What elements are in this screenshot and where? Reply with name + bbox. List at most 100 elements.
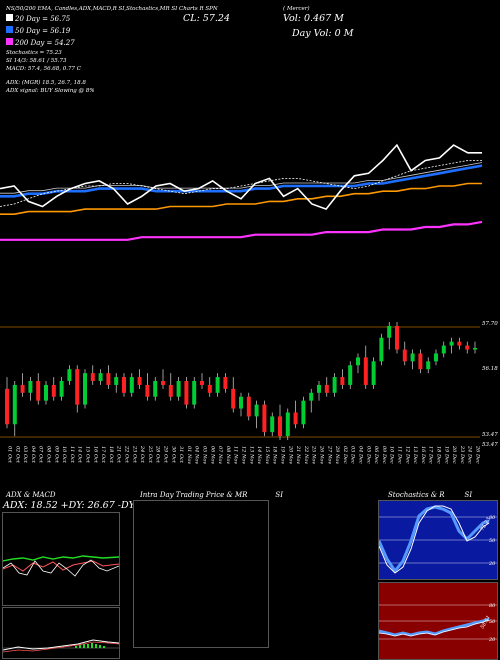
- dma200-swatch: [6, 38, 13, 45]
- x-tick-label: 08 Oct: [46, 446, 52, 464]
- adx-signal-readout: ADX signal: BUY Slowing @ 8%: [6, 88, 95, 94]
- macd-signal-line: [3, 639, 119, 651]
- candle: [301, 396, 306, 429]
- x-tick-label: 13 Dec: [412, 446, 418, 464]
- candle-body: [44, 384, 48, 401]
- candle-body: [465, 345, 470, 350]
- rsi-line: [379, 617, 490, 637]
- candle-body: [98, 373, 103, 381]
- candle-body: [285, 412, 290, 437]
- x-tick-label: 22 Nov: [303, 445, 309, 464]
- candle-body: [348, 365, 353, 385]
- rsi-tick-50: 50: [489, 619, 496, 625]
- candle-body: [371, 361, 376, 385]
- candle-body: [20, 384, 25, 393]
- x-tick-label: 04 Nov: [194, 446, 200, 464]
- candle-body: [223, 377, 228, 389]
- candle: [59, 377, 64, 401]
- x-tick-label: 07 Nov: [217, 446, 223, 464]
- candle: [184, 377, 189, 409]
- candle-body: [270, 416, 275, 433]
- x-tick-label: 21 Nov: [295, 445, 301, 464]
- candle-body: [293, 412, 298, 425]
- candle: [75, 365, 80, 413]
- x-tick-label: 06 Nov: [209, 446, 215, 464]
- close-line: [0, 143, 482, 211]
- x-tick-label: 29 Nov: [334, 445, 340, 464]
- stoch-k-line: [379, 505, 490, 574]
- adx-line-white: [3, 559, 119, 577]
- stoch-d-line: [379, 505, 490, 574]
- candle-body: [114, 377, 119, 385]
- candle-body: [51, 384, 56, 397]
- x-tick-label: 20 Nov: [287, 445, 293, 464]
- adx-line-red: [3, 560, 119, 572]
- x-tick-label: 25 Oct: [147, 445, 153, 464]
- x-tick-label: 28 Oct: [155, 445, 161, 464]
- ema200-line: [0, 182, 482, 215]
- candle: [114, 373, 119, 393]
- candle-body: [200, 381, 204, 385]
- candle-body: [207, 384, 212, 393]
- candle: [402, 341, 407, 366]
- candle: [20, 373, 25, 397]
- x-tick-label: 16 Oct: [92, 446, 98, 464]
- candle: [473, 341, 477, 354]
- x-tick-label: 24 Oct: [139, 445, 145, 464]
- candle-body: [129, 377, 134, 393]
- candle: [285, 408, 290, 440]
- candle-body: [473, 347, 477, 350]
- candle: [379, 333, 384, 366]
- stochastics-panel: 80 50 20 75.23: [378, 500, 498, 580]
- candle: [161, 369, 165, 389]
- candle: [145, 373, 150, 401]
- candle-body: [239, 396, 243, 409]
- candle: [449, 337, 454, 354]
- macd-histogram: [75, 643, 105, 648]
- x-tick-label: 25 Nov: [311, 445, 317, 464]
- moving-averages: [0, 143, 483, 241]
- candle: [410, 349, 415, 370]
- candle: [36, 373, 41, 405]
- candle-body: [278, 416, 282, 437]
- candle: [363, 345, 368, 389]
- candle: [465, 341, 470, 354]
- candle: [441, 341, 446, 358]
- candle: [44, 381, 48, 405]
- x-tick-label: 01 Oct: [7, 446, 13, 464]
- candle-body: [395, 325, 399, 350]
- x-tick-label: 26 Dec: [475, 445, 481, 464]
- candle-body: [363, 357, 368, 385]
- adx-panel: [2, 512, 120, 606]
- x-tick-label: 12 Nov: [241, 446, 247, 464]
- candle-body: [184, 381, 189, 405]
- x-tick-label: 11 Oct: [69, 446, 75, 464]
- dma200-label: 200 Day = 54.27: [6, 38, 75, 47]
- candle: [176, 377, 181, 401]
- stoch-value-label: 75.23: [480, 517, 492, 532]
- rsi-line-white: [379, 619, 490, 637]
- candle: [51, 377, 56, 401]
- candle: [28, 377, 33, 401]
- price-label-bottom: 53.47: [482, 442, 498, 448]
- candle: [324, 377, 329, 397]
- candle: [5, 377, 9, 429]
- candle-body: [309, 392, 314, 401]
- rsi-tick-20: 20: [488, 637, 496, 643]
- x-tick-label: 11 Nov: [233, 446, 239, 464]
- candle: [254, 400, 259, 429]
- x-tick-label: 01 Nov: [186, 446, 192, 464]
- x-tick-label: 19 Dec: [443, 446, 449, 464]
- candle: [426, 357, 431, 374]
- x-tick-label: 24 Dec: [467, 445, 473, 464]
- candle-body: [332, 377, 337, 393]
- x-tick-label: 04 Oct: [30, 446, 36, 464]
- x-tick-label: 16 Dec: [420, 446, 426, 464]
- candle-body: [153, 381, 158, 397]
- candle: [239, 392, 243, 417]
- candle: [129, 373, 134, 397]
- ema20-line: [0, 160, 482, 207]
- candle-body: [122, 377, 126, 393]
- rsi-plot: 80 50 20 58.61: [379, 603, 497, 643]
- rsi-panel: 80 50 20 58.61: [378, 582, 498, 660]
